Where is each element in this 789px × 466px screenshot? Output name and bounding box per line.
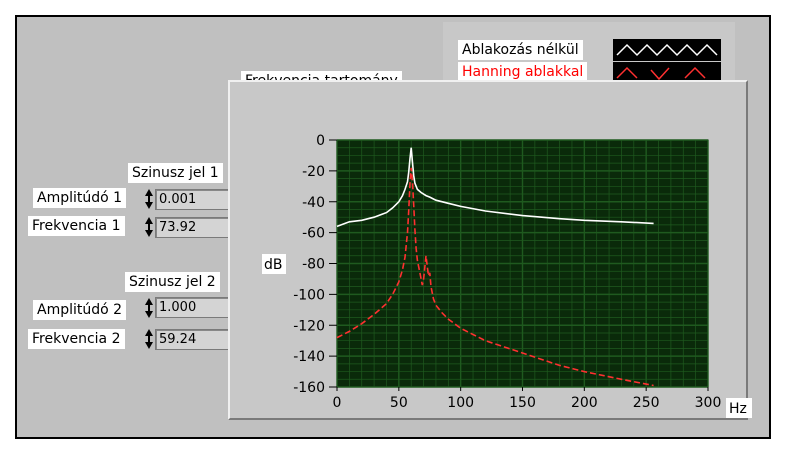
x-tick-label: 50 — [390, 395, 408, 411]
legend-label-hanning: Hanning ablakkal — [458, 62, 588, 82]
amplitude2-label: Amplitúdó 2 — [33, 300, 127, 320]
x-tick-label: 200 — [571, 395, 598, 411]
frequency2-spinner[interactable] — [144, 327, 154, 351]
signal1-title: Szinusz jel 1 — [128, 163, 223, 183]
decrement-icon[interactable] — [145, 202, 153, 209]
frequency1-input[interactable]: 73.92 — [155, 217, 230, 238]
ylabel-bg — [262, 254, 286, 274]
y-tick-label: -120 — [293, 318, 325, 334]
y-tick-label: -80 — [302, 257, 325, 273]
plot-series — [336, 147, 654, 387]
signal2-title: Szinusz jel 2 — [125, 272, 220, 292]
y-tick-label: -40 — [302, 195, 325, 211]
series-line-hanning-ablakkal — [336, 167, 654, 387]
legend-label-raw: Ablakozás nélkül — [458, 40, 583, 60]
x-axis-label: Hz — [729, 401, 747, 417]
y-tick-label: -140 — [293, 349, 325, 365]
amplitude2-input[interactable]: 1.000 — [155, 297, 230, 318]
increment-icon[interactable] — [145, 329, 153, 336]
x-tick-label: 250 — [633, 395, 660, 411]
frequency1-spinner[interactable] — [144, 215, 154, 239]
legend-swatch-hanning — [613, 62, 721, 84]
series-line-ablakozas-nelkul — [336, 147, 654, 228]
plot-legend: Ablakozás nélkül Hanning ablakkal — [443, 22, 735, 84]
increment-icon[interactable] — [145, 217, 153, 224]
y-tick-label: 0 — [316, 133, 325, 149]
increment-icon[interactable] — [145, 298, 153, 305]
y-tick-label: -20 — [302, 164, 325, 180]
y-tick-label: -60 — [302, 226, 325, 242]
tick-labels: 0 50 100 150 200 250 300 0 -20 -40 -60 -80 -100 -120 -… — [293, 133, 721, 411]
decrement-icon[interactable] — [145, 230, 153, 237]
legend-swatch-raw — [613, 39, 721, 61]
amplitude1-input[interactable]: 0.001 — [155, 189, 230, 210]
x-tick-label: 150 — [509, 395, 536, 411]
y-tick-label: -160 — [293, 380, 325, 396]
x-tick-label: 300 — [695, 395, 722, 411]
y-tick-label: -100 — [293, 287, 325, 303]
amplitude2-spinner[interactable] — [144, 296, 154, 320]
xlabel-bg — [726, 398, 752, 418]
x-tick-label: 0 — [333, 395, 342, 411]
increment-icon[interactable] — [145, 189, 153, 196]
decrement-icon[interactable] — [145, 342, 153, 349]
decrement-icon[interactable] — [145, 311, 153, 318]
x-tick-label: 100 — [447, 395, 474, 411]
plot-grid — [336, 139, 709, 388]
frequency2-label: Frekvencia 2 — [28, 329, 125, 349]
frequency1-label: Frekvencia 1 — [28, 216, 125, 236]
y-axis-label: dB — [264, 257, 283, 273]
amplitude1-label: Amplitúdó 1 — [33, 188, 127, 208]
amplitude1-spinner[interactable] — [144, 187, 154, 211]
